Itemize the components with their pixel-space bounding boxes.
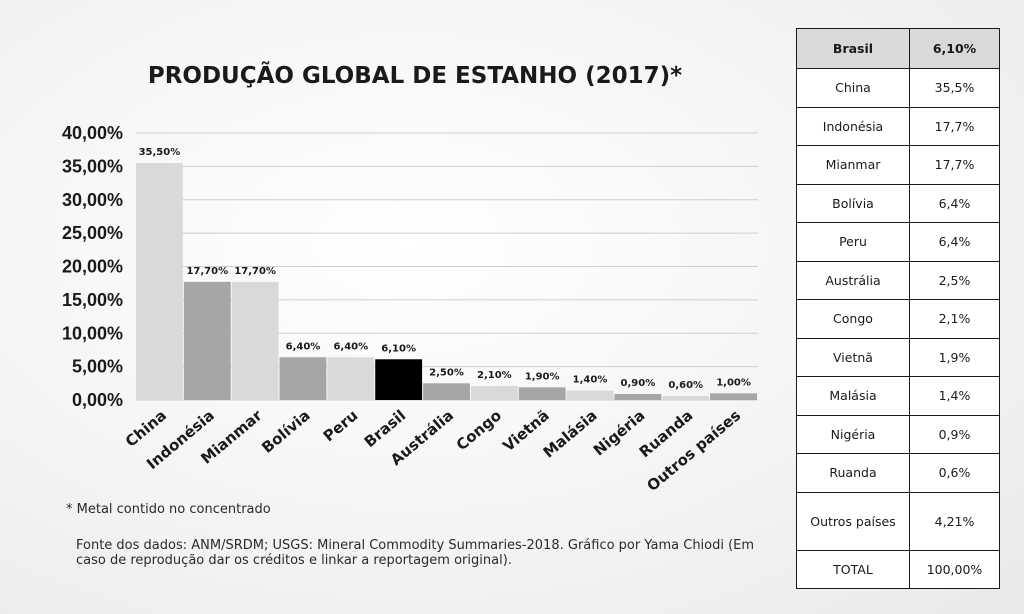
bars bbox=[136, 163, 757, 400]
data-label: 6,40% bbox=[333, 341, 368, 352]
data-label: 2,50% bbox=[429, 367, 464, 378]
table-cell-value: 17,7% bbox=[909, 106, 1000, 146]
bar bbox=[327, 357, 375, 400]
table-cell-country: Vietnã bbox=[796, 337, 910, 377]
table-cell-value: 1,9% bbox=[909, 337, 1000, 377]
x-tick-label: Malásia bbox=[540, 406, 601, 461]
table-cell-value: 1,4% bbox=[909, 376, 1000, 416]
table-cell-value: 6,4% bbox=[909, 222, 1000, 262]
table-cell-country: Malásia bbox=[796, 376, 910, 416]
y-tick-label: 5,00% bbox=[72, 357, 123, 377]
bar bbox=[136, 163, 183, 400]
table-cell-value: 17,7% bbox=[909, 145, 1000, 185]
table-cell-country: Austrália bbox=[796, 260, 910, 300]
table-cell-value: 6,4% bbox=[909, 183, 1000, 223]
table-cell-country: Ruanda bbox=[796, 453, 910, 493]
x-tick-label: Peru bbox=[320, 406, 362, 445]
data-label: 0,60% bbox=[668, 380, 703, 391]
y-tick-label: 30,00% bbox=[62, 190, 123, 210]
data-labels: 35,50% 17,70% 17,70% 6,40% 6,40% 6,10% 2,50% 2,… bbox=[139, 147, 751, 391]
bar bbox=[231, 281, 279, 400]
table-row: Bolívia 6,4% bbox=[796, 183, 1000, 223]
data-label: 1,40% bbox=[573, 375, 608, 386]
table-cell-value: 35,5% bbox=[909, 68, 1000, 108]
bar bbox=[710, 393, 757, 400]
production-table: Brasil 6,10% China 35,5% Indonésia 17,7% M… bbox=[796, 28, 1000, 589]
table-cell-value: 0,6% bbox=[909, 453, 1000, 493]
bar bbox=[375, 359, 423, 400]
table-row: Nigéria 0,9% bbox=[796, 414, 1000, 454]
data-label: 17,70% bbox=[186, 266, 228, 277]
table-row: Outros países 4,21% bbox=[796, 491, 1000, 551]
data-label: 6,10% bbox=[381, 343, 416, 354]
table-cell-country: Peru bbox=[796, 222, 910, 262]
data-label: 17,70% bbox=[234, 266, 276, 277]
y-tick-label: 20,00% bbox=[62, 257, 123, 277]
bar bbox=[423, 383, 470, 400]
table-row: Peru 6,4% bbox=[796, 222, 1000, 262]
bar bbox=[470, 385, 518, 400]
source-note: Fonte dos dados: ANM/SRDM; USGS: Mineral… bbox=[76, 538, 755, 568]
table-cell-value: 2,5% bbox=[909, 260, 1000, 300]
table-row: Indonésia 17,7% bbox=[796, 106, 1000, 146]
table-cell-country: Indonésia bbox=[796, 106, 910, 146]
table-header-row: Brasil 6,10% bbox=[796, 28, 1000, 69]
table-cell-country: China bbox=[796, 68, 910, 108]
table-cell-value: 100,00% bbox=[909, 549, 1000, 589]
y-tick-label: 15,00% bbox=[62, 290, 123, 310]
table-cell-value: 4,21% bbox=[909, 491, 1000, 551]
table-row: Malásia 1,4% bbox=[796, 376, 1000, 416]
data-label: 35,50% bbox=[139, 147, 181, 158]
x-tick-label: Congo bbox=[453, 406, 505, 454]
y-tick-label: 10,00% bbox=[62, 323, 123, 343]
y-tick-label: 40,00% bbox=[62, 123, 123, 143]
table-row: Congo 2,1% bbox=[796, 299, 1000, 339]
table-cell-country: Outros países bbox=[796, 491, 910, 551]
y-tick-label: 35,00% bbox=[62, 156, 123, 176]
table-row: Austrália 2,5% bbox=[796, 260, 1000, 300]
table-row-total: TOTAL 100,00% bbox=[796, 549, 1000, 589]
table-row: Mianmar 17,7% bbox=[796, 145, 1000, 185]
table-cell-country: Congo bbox=[796, 299, 910, 339]
bar bbox=[518, 387, 566, 400]
footnote: * Metal contido no concentrado bbox=[66, 502, 271, 517]
y-tick-label: 25,00% bbox=[62, 223, 123, 243]
data-label: 6,40% bbox=[286, 341, 321, 352]
bar bbox=[662, 395, 710, 400]
data-label: 0,90% bbox=[621, 378, 656, 389]
data-label: 2,10% bbox=[477, 370, 512, 381]
bar bbox=[183, 281, 231, 400]
y-tick-label: 0,00% bbox=[72, 390, 123, 410]
bar bbox=[566, 390, 614, 400]
y-axis-ticks: 0,00% 5,00% 10,00% 15,00% 20,00% 25,00% 30,00%… bbox=[62, 123, 123, 410]
bar bbox=[279, 357, 327, 400]
table-cell-country: Mianmar bbox=[796, 145, 910, 185]
table-row: China 35,5% bbox=[796, 68, 1000, 108]
table-row: Vietnã 1,9% bbox=[796, 337, 1000, 377]
table-cell-country: Bolívia bbox=[796, 183, 910, 223]
bar-chart: PRODUÇÃO GLOBAL DE ESTANHO (2017)* 0,00%… bbox=[62, 61, 758, 495]
table-cell-country: TOTAL bbox=[796, 549, 910, 589]
table-cell-value: 2,1% bbox=[909, 299, 1000, 339]
table-header-country: Brasil bbox=[796, 28, 910, 69]
chart-title: PRODUÇÃO GLOBAL DE ESTANHO (2017)* bbox=[148, 61, 682, 89]
table-row: Ruanda 0,6% bbox=[796, 453, 1000, 493]
table-cell-country: Nigéria bbox=[796, 414, 910, 454]
table-cell-value: 0,9% bbox=[909, 414, 1000, 454]
data-label: 1,00% bbox=[716, 377, 751, 388]
table-header-value: 6,10% bbox=[909, 28, 1000, 69]
bar bbox=[614, 393, 662, 400]
x-tick-label: Bolívia bbox=[258, 406, 313, 456]
data-label: 1,90% bbox=[525, 371, 560, 382]
